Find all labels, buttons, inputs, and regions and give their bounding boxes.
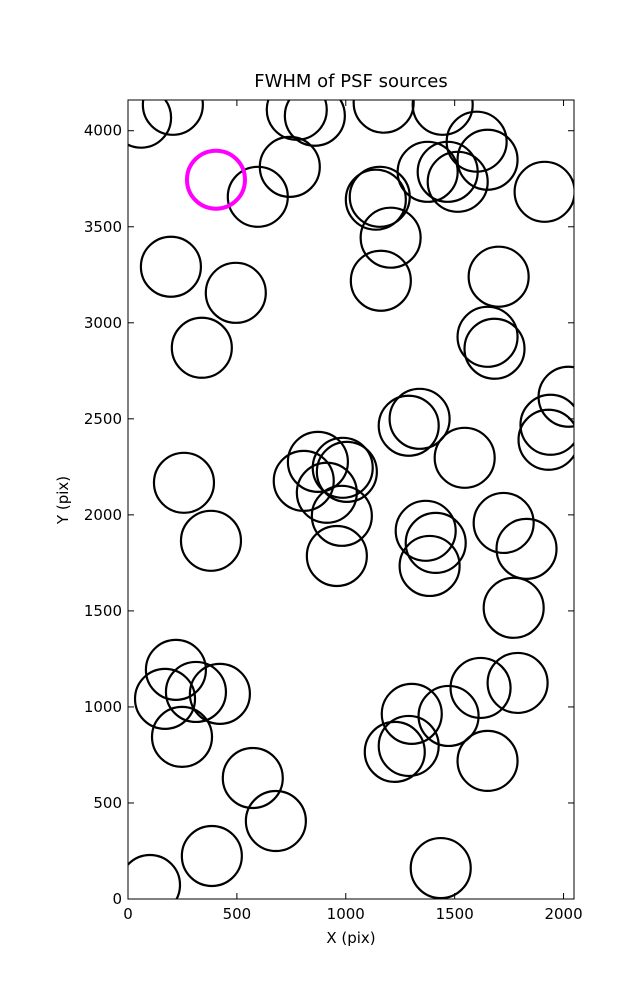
plot-frame xyxy=(127,99,575,900)
psf-source xyxy=(204,261,267,324)
psf-source xyxy=(128,853,182,899)
y-tick-label: 1500 xyxy=(84,602,122,620)
psf-source xyxy=(363,720,426,783)
psf-source xyxy=(164,660,228,724)
psf-source xyxy=(144,638,208,701)
psf-source xyxy=(467,245,530,308)
psf-source xyxy=(349,249,412,312)
psf-source xyxy=(286,430,349,493)
psf-source xyxy=(380,682,443,745)
psf-source xyxy=(133,667,197,730)
psf-source xyxy=(295,461,358,524)
plot-area xyxy=(128,100,574,899)
psf-source xyxy=(398,534,461,598)
x-tick-label: 0 xyxy=(123,905,133,923)
psf-source xyxy=(388,387,451,450)
psf-source xyxy=(486,651,549,715)
psf-source xyxy=(482,576,545,639)
psf-source xyxy=(180,824,243,888)
psf-source xyxy=(411,100,474,136)
y-tick-label: 0 xyxy=(112,890,122,908)
psf-source xyxy=(456,729,519,793)
psf-source xyxy=(150,705,214,768)
psf-source xyxy=(258,135,321,198)
x-tick-label: 2000 xyxy=(544,905,582,923)
y-axis-label: Y (pix) xyxy=(54,476,72,525)
psf-source xyxy=(310,484,373,547)
y-tick-label: 3000 xyxy=(84,314,122,332)
y-tick-label: 2500 xyxy=(84,410,122,428)
y-tick-label: 500 xyxy=(93,794,122,812)
psf-source xyxy=(433,426,496,489)
psf-source xyxy=(409,836,472,899)
psf-source xyxy=(519,393,574,456)
psf-source xyxy=(404,511,467,575)
y-tick-label: 1000 xyxy=(84,698,122,716)
psf-source xyxy=(449,656,512,720)
psf-source xyxy=(463,317,526,380)
x-axis-label: X (pix) xyxy=(326,929,375,947)
psf-source xyxy=(152,451,216,514)
psf-source xyxy=(396,140,459,203)
psf-source xyxy=(141,100,204,136)
psf-source xyxy=(394,499,457,562)
psf-source xyxy=(305,524,368,588)
psf-source xyxy=(456,305,519,368)
psf-source xyxy=(184,148,247,211)
chart-title: FWHM of PSF sources xyxy=(254,71,448,92)
psf-source xyxy=(221,746,284,810)
psf-source xyxy=(179,509,243,572)
x-tick-label: 1500 xyxy=(436,905,474,923)
psf-source xyxy=(170,316,233,379)
y-tick-label: 2000 xyxy=(84,506,122,524)
psf-source xyxy=(139,235,203,298)
psf-source xyxy=(188,662,252,725)
x-tick-label: 1000 xyxy=(327,905,365,923)
psf-source xyxy=(417,684,480,748)
psf-source xyxy=(416,140,479,203)
psf-source xyxy=(377,714,440,778)
psf-source xyxy=(377,394,440,457)
psf-source xyxy=(517,408,574,471)
psf-source xyxy=(472,491,535,555)
psf-source xyxy=(348,165,411,228)
psf-source xyxy=(495,517,558,580)
psf-source xyxy=(513,160,574,223)
y-tick-label: 4000 xyxy=(84,122,122,140)
x-tick-label: 500 xyxy=(223,905,252,923)
psf-source xyxy=(344,168,407,231)
psf-source xyxy=(283,100,346,147)
psf-source xyxy=(315,440,378,503)
psf-source xyxy=(128,100,173,149)
psf-source xyxy=(426,150,489,213)
psf-source xyxy=(359,206,422,269)
y-tick-label: 3500 xyxy=(84,218,122,236)
psf-source xyxy=(272,449,335,512)
psf-source xyxy=(226,165,289,228)
psf-source xyxy=(244,789,307,853)
psf-source xyxy=(311,436,374,499)
